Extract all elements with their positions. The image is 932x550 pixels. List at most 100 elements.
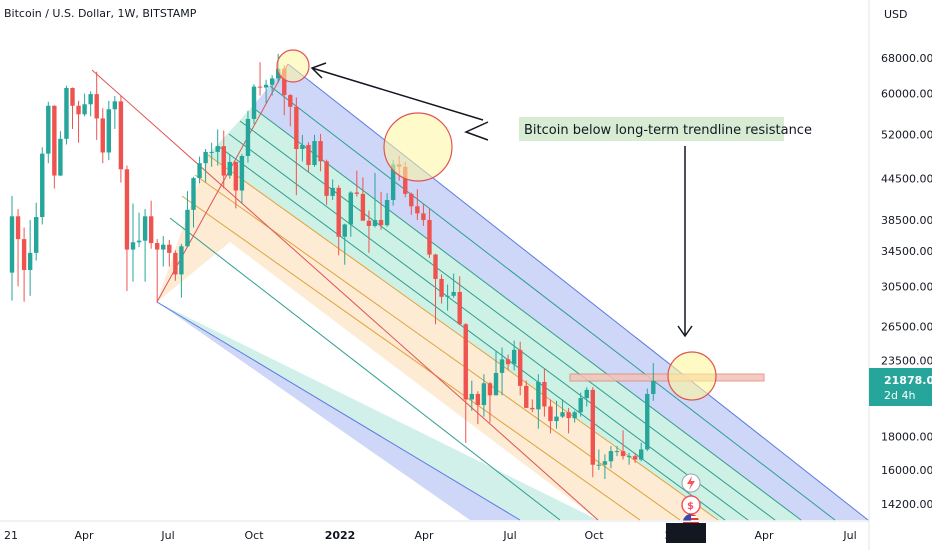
candle-body — [300, 144, 305, 149]
highlight-circle-current — [667, 351, 717, 401]
candles — [9, 53, 656, 480]
time-axis-label: 21 — [4, 529, 18, 542]
candle-body — [34, 217, 39, 253]
candle-body — [161, 244, 166, 250]
candle-body — [257, 86, 263, 88]
highlight-circle-top — [276, 49, 310, 83]
candle-body — [167, 244, 172, 253]
candle-body — [40, 153, 45, 218]
candle-body — [215, 146, 220, 152]
candle-body — [596, 464, 602, 466]
candle-body — [263, 84, 269, 88]
candle-body — [148, 216, 154, 244]
candle-body — [76, 105, 81, 115]
candle-body — [620, 451, 626, 457]
annotation-text: Bitcoin below long-term trendline resist… — [524, 123, 812, 138]
price-axis-label: 68000.00 — [881, 52, 932, 65]
last-price-countdown: 2d 4h — [884, 389, 915, 402]
candle-body — [403, 166, 408, 194]
channel-lines — [91, 63, 869, 521]
price-axis-label: 34500.00 — [881, 245, 932, 258]
candle-body — [251, 86, 257, 119]
time-axis-label: Jul — [160, 529, 174, 542]
candle-body — [197, 163, 202, 179]
candle-body — [209, 151, 214, 153]
candle-body — [58, 138, 63, 176]
time-axis-current-marker — [666, 523, 706, 543]
symbol-title[interactable]: Bitcoin / U.S. Dollar, 1W, BITSTAMP — [4, 7, 197, 20]
candle-body — [457, 291, 462, 325]
candle-body — [185, 209, 190, 247]
candle-body — [554, 416, 559, 422]
candle-body — [21, 239, 27, 270]
candle-body — [463, 324, 468, 400]
candle-body — [330, 187, 335, 196]
candle-body — [227, 161, 232, 176]
candle-body — [451, 291, 456, 296]
candle-body — [384, 199, 390, 226]
candle-body — [566, 412, 571, 419]
candle-body — [136, 240, 142, 243]
candle-body — [445, 295, 450, 297]
candle-body — [505, 359, 511, 365]
candle-body — [155, 243, 160, 250]
candle-body — [130, 242, 136, 250]
last-price-value: 21878.00 — [884, 374, 932, 387]
candle-body — [415, 206, 420, 214]
candle-body — [578, 398, 583, 413]
candle-body — [306, 144, 311, 166]
candle-body — [499, 359, 505, 373]
candle-body — [354, 192, 360, 194]
annotation-box[interactable] — [519, 117, 784, 141]
candle-body — [9, 216, 15, 273]
candle-body — [324, 161, 329, 196]
candle-body — [118, 101, 124, 170]
candle-body — [602, 461, 608, 465]
candle-body — [233, 161, 239, 191]
candle-body — [632, 456, 638, 460]
candle-body — [360, 193, 366, 221]
candle-body — [511, 349, 517, 365]
candle-body — [203, 151, 208, 164]
candle-body — [530, 407, 535, 410]
lightning-icon[interactable] — [681, 473, 701, 493]
price-axis-label: 26500.00 — [881, 320, 932, 333]
channel-zone-lower — [157, 302, 598, 520]
candle-body — [626, 456, 632, 458]
candle-body — [173, 252, 178, 275]
time-axis-labels: 21AprJulOct2022AprJulOct2023AprJul — [4, 529, 857, 542]
time-axis-label: Jul — [842, 529, 856, 542]
candle-body — [572, 412, 577, 419]
price-axis[interactable] — [869, 0, 932, 550]
candle-body — [481, 383, 487, 406]
candle-body — [179, 246, 184, 275]
candle-body — [106, 109, 111, 153]
candle-body — [276, 68, 281, 79]
candle-body — [518, 349, 523, 386]
candle-body — [191, 178, 196, 210]
dividends-icon[interactable]: $ — [681, 495, 701, 515]
candle-body — [378, 219, 384, 226]
candle-body — [487, 383, 493, 396]
time-axis-label: 2022 — [325, 529, 356, 542]
candle-body — [221, 146, 226, 176]
candle-body — [15, 216, 21, 240]
candle-body — [124, 169, 130, 250]
candle-body — [433, 254, 438, 279]
candle-body — [348, 192, 353, 225]
time-axis-label: Apr — [754, 529, 774, 542]
candle-body — [524, 385, 529, 408]
time-axis-label: Apr — [414, 529, 434, 542]
candle-body — [288, 95, 293, 107]
candle-body — [548, 406, 553, 422]
candle-body — [88, 94, 93, 105]
price-axis-label: 18000.00 — [881, 430, 932, 443]
candle-body — [645, 393, 650, 450]
candle-body — [142, 216, 148, 241]
svg-text:$: $ — [687, 501, 694, 512]
price-axis-label: 60000.00 — [881, 88, 932, 101]
resistance-zone — [569, 373, 765, 382]
candle-body — [336, 187, 341, 237]
candle-body — [282, 68, 287, 96]
